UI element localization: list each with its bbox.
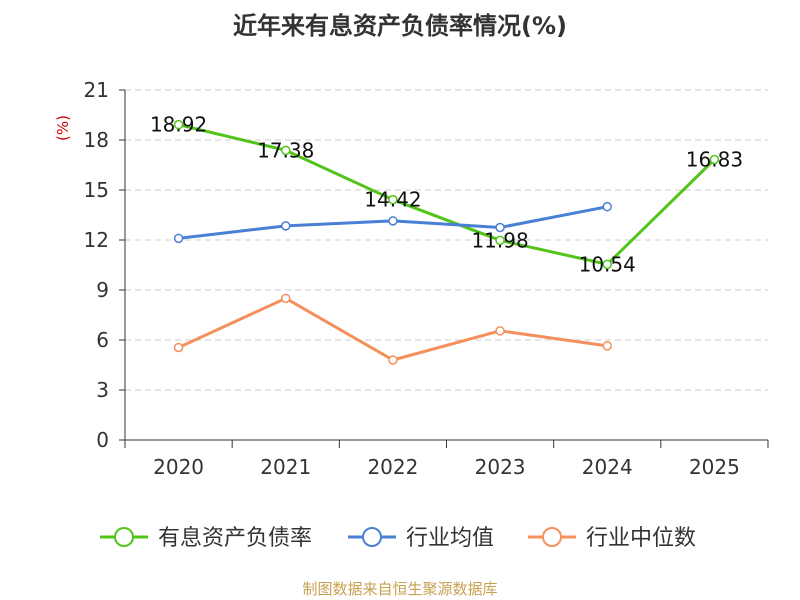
y-axis-label: (%) — [54, 115, 72, 141]
data-point — [173, 119, 184, 130]
data-point — [281, 221, 291, 231]
legend-item[interactable]: 有息资产负债率 — [100, 526, 312, 551]
data-point — [173, 342, 184, 353]
source-note: 制图数据来自恒生聚源数据库 — [302, 580, 498, 598]
data-point — [388, 194, 398, 205]
legend-label: 行业均值 — [406, 526, 494, 551]
data-point — [495, 235, 505, 246]
axes: 0 3 6 9 12 15 18 21 2020 2021 2022 2023 2024 2025 (%) — [54, 78, 769, 479]
legend-item[interactable]: 行业均值 — [348, 526, 494, 551]
data-labels: 18.92 17.38 14.42 11.98 10.54 16.83 — [150, 113, 743, 277]
x-tick-label: 2024 — [582, 455, 633, 479]
data-label: 14.42 — [364, 188, 421, 212]
data-label: 11.98 — [471, 228, 528, 252]
data-point — [709, 154, 720, 165]
y-tick-label: 12 — [84, 228, 109, 252]
data-point — [602, 259, 612, 270]
data-point — [495, 326, 505, 336]
chart-title: 近年来有息资产负债率情况(%) — [233, 12, 567, 40]
y-tick-label: 21 — [84, 78, 109, 102]
x-tick-label: 2022 — [367, 455, 418, 479]
y-tick-label: 15 — [84, 178, 109, 202]
x-tick-label: 2025 — [689, 455, 740, 479]
x-tick-label: 2023 — [475, 455, 526, 479]
legend-label: 行业中位数 — [586, 526, 696, 551]
y-tick-label: 3 — [96, 378, 109, 402]
series-lines — [173, 119, 720, 365]
data-point — [602, 201, 612, 212]
data-label: 18.92 — [150, 113, 207, 137]
data-label: 16.83 — [686, 148, 743, 172]
legend-label: 有息资产负债率 — [158, 526, 312, 551]
legend-swatch-marker — [542, 527, 562, 547]
y-tick-label: 18 — [84, 128, 109, 152]
data-point — [388, 216, 398, 226]
data-label: 10.54 — [579, 252, 636, 276]
data-point — [173, 233, 184, 244]
legend-swatch-marker — [114, 527, 134, 547]
grid-lines — [125, 89, 768, 391]
series-line — [178, 123, 716, 266]
x-tick-label: 2020 — [153, 455, 204, 479]
data-point — [602, 341, 612, 351]
legend[interactable]: 有息资产负债率 行业均值 行业中位数 — [100, 526, 696, 551]
data-label: 17.38 — [257, 138, 314, 162]
x-tick-label: 2021 — [260, 455, 311, 479]
legend-swatch-marker — [362, 527, 382, 547]
y-tick-label: 9 — [96, 278, 109, 302]
series-line — [177, 296, 608, 362]
data-point — [388, 355, 398, 365]
data-point — [495, 222, 505, 233]
y-tick-label: 0 — [96, 428, 109, 452]
y-tick-label: 6 — [96, 328, 109, 352]
data-point — [281, 145, 291, 156]
legend-item[interactable]: 行业中位数 — [528, 526, 696, 551]
data-point — [281, 293, 291, 304]
